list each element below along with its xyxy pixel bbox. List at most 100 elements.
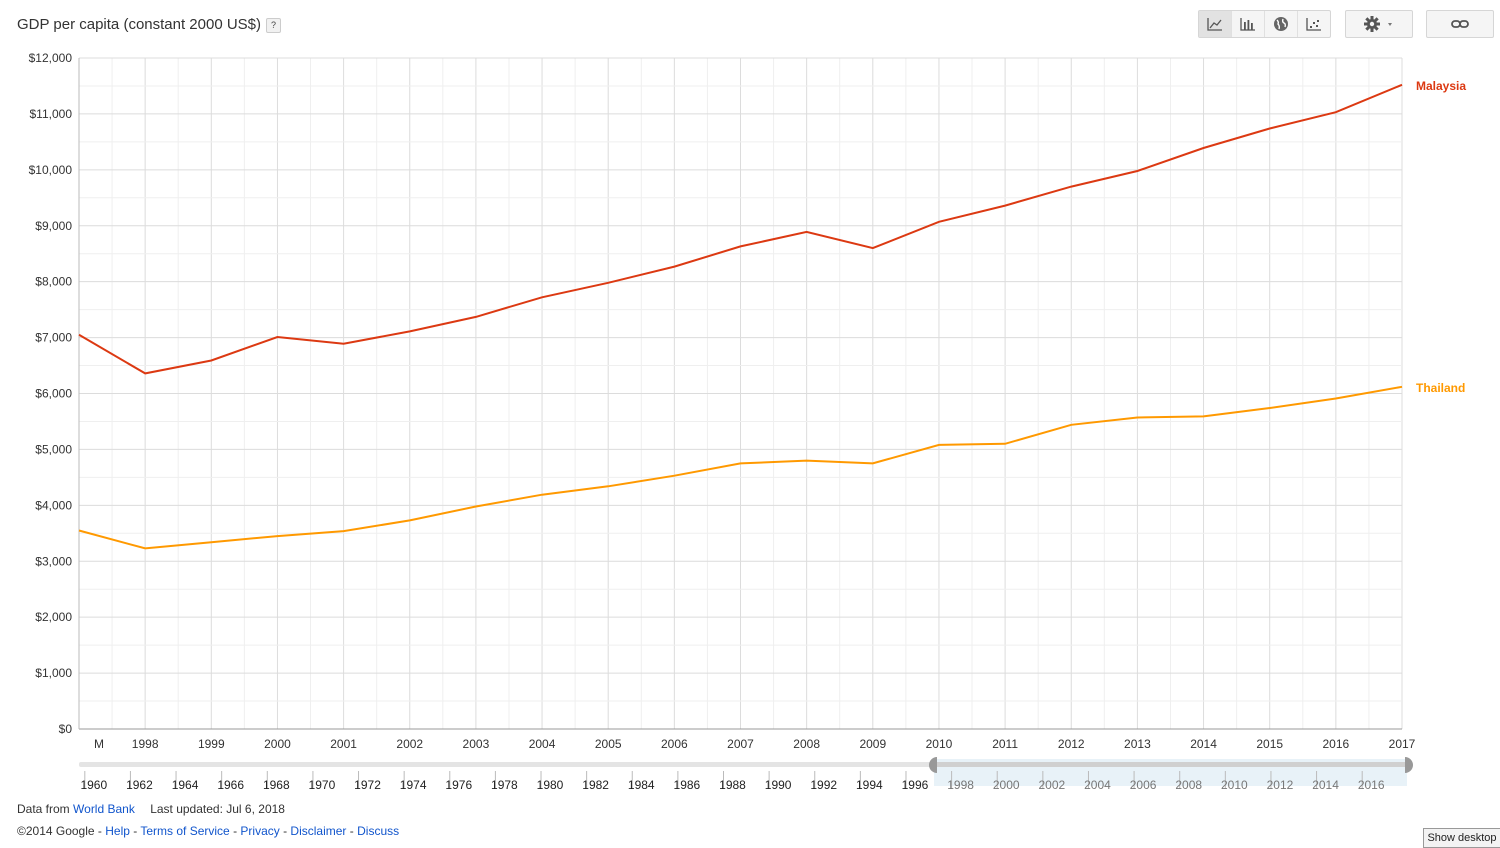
separator: - <box>129 824 141 838</box>
discuss-link[interactable]: Discuss <box>357 824 400 838</box>
y-tick-label: $2,000 <box>35 610 72 624</box>
scatter-chart-icon <box>1306 18 1321 31</box>
terms-link[interactable]: Terms of Service <box>140 824 230 838</box>
privacy-link[interactable]: Privacy <box>240 824 280 838</box>
chart-title: GDP per capita (constant 2000 US$)? <box>17 16 282 33</box>
x-tick-label: 2009 <box>859 737 886 751</box>
y-tick-label: $3,000 <box>35 554 72 568</box>
x-tick-label: 2016 <box>1322 737 1349 751</box>
timeline-year-label: 1974 <box>400 778 427 792</box>
legend-label-malaysia[interactable]: Malaysia <box>1416 79 1466 93</box>
timeline-year-label: 1988 <box>719 778 746 792</box>
separator: - <box>229 824 241 838</box>
x-tick-label: 2017 <box>1389 737 1416 751</box>
x-tick-label: 2015 <box>1256 737 1283 751</box>
timeline-year-label: 1976 <box>445 778 472 792</box>
x-tick-label: 2002 <box>396 737 423 751</box>
bar-chart-icon <box>1240 18 1255 31</box>
show-desktop-button[interactable]: Show desktop <box>1423 828 1500 848</box>
x-tick-label: 2012 <box>1058 737 1085 751</box>
chart-title-text: GDP per capita (constant 2000 US$) <box>17 16 262 33</box>
y-tick-label: $11,000 <box>30 107 73 121</box>
separator: - <box>279 824 291 838</box>
timeline-track <box>79 762 934 767</box>
y-tick-label: $8,000 <box>35 275 72 289</box>
timeline-year-label: 2004 <box>1084 778 1111 792</box>
disclaimer-link[interactable]: Disclaimer <box>290 824 347 838</box>
timeline-year-label: 1982 <box>582 778 609 792</box>
timeline-year-label: 2008 <box>1175 778 1202 792</box>
map-button[interactable] <box>1265 11 1298 37</box>
x-tick-label: 2007 <box>727 737 754 751</box>
chevron-down-icon <box>1388 23 1392 26</box>
help-link[interactable]: Help <box>105 824 130 838</box>
y-tick-label: $7,000 <box>35 331 72 345</box>
link-icon <box>1451 20 1469 28</box>
map-icon <box>1274 17 1288 31</box>
y-tick-label: $10,000 <box>29 163 73 177</box>
timeline-year-label: 1992 <box>810 778 837 792</box>
timeline-year-label: 1990 <box>765 778 792 792</box>
timeline-year-label: 1996 <box>902 778 929 792</box>
bar-chart-button[interactable] <box>1232 11 1265 37</box>
x-tick-label: 2001 <box>330 737 357 751</box>
world-bank-link[interactable]: World Bank <box>73 802 135 816</box>
x-tick-label: 2003 <box>463 737 490 751</box>
timeline-year-label: 1966 <box>217 778 244 792</box>
legend-label-thailand[interactable]: Thailand <box>1416 381 1465 395</box>
timeline-year-label: 1986 <box>674 778 701 792</box>
timeline-selected-track <box>934 762 1407 767</box>
x-tick-label: 2005 <box>595 737 622 751</box>
help-icon[interactable]: ? <box>266 17 282 33</box>
series-line-thailand[interactable] <box>78 385 1403 550</box>
x-tick-label: 2006 <box>661 737 688 751</box>
x-tick-label: 2011 <box>992 737 1018 751</box>
x-tick-label: 2008 <box>793 737 820 751</box>
timeline-year-label: 1998 <box>947 778 974 792</box>
data-from-label: Data from <box>17 802 70 816</box>
y-tick-label: $6,000 <box>35 387 72 401</box>
line-chart-button[interactable] <box>1199 11 1232 37</box>
y-tick-label: $0 <box>59 722 73 736</box>
x-tick-label: 2013 <box>1124 737 1151 751</box>
timeline-right-handle[interactable] <box>1405 757 1413 773</box>
x-tick-label: 2000 <box>264 737 291 751</box>
settings-menu <box>1345 10 1413 38</box>
y-tick-label: $5,000 <box>35 442 72 456</box>
timeline-year-label: 2016 <box>1358 778 1385 792</box>
scatter-chart-button[interactable] <box>1298 11 1330 37</box>
timeline-year-label: 2010 <box>1221 778 1248 792</box>
y-tick-label: $12,000 <box>29 51 73 65</box>
x-tick-label: M <box>94 737 104 751</box>
timeline-year-label: 1984 <box>628 778 655 792</box>
copyright: ©2014 Google - <box>17 824 106 838</box>
timeline-year-label: 1972 <box>354 778 381 792</box>
last-updated: Last updated: Jul 6, 2018 <box>150 802 285 816</box>
x-tick-label: 2004 <box>529 737 556 751</box>
timeline-left-handle[interactable] <box>929 757 937 773</box>
timeline-year-label: 1964 <box>172 778 199 792</box>
y-tick-label: $9,000 <box>35 219 72 233</box>
footer-links: ©2014 Google - Help - Terms of Service -… <box>17 824 399 838</box>
timeline-year-label: 1968 <box>263 778 290 792</box>
timeline-year-label: 1980 <box>537 778 564 792</box>
link-menu <box>1426 10 1494 38</box>
line-chart: $0 $1,000 $2,000 $3,000 $4,000 $5,000 $6,000 $7… <box>29 51 1467 792</box>
y-tick-label: $1,000 <box>35 666 72 680</box>
x-tick-label: 1999 <box>198 737 225 751</box>
series-line-malaysia[interactable] <box>78 83 1403 375</box>
timeline-year-label: 2002 <box>1038 778 1065 792</box>
x-tick-label: 1998 <box>132 737 159 751</box>
x-tick-label: 2010 <box>926 737 953 751</box>
data-source: Data from World Bank Last updated: Jul 6… <box>17 802 285 816</box>
chart-type-switcher <box>1198 10 1331 38</box>
settings-button[interactable] <box>1346 11 1412 37</box>
line-chart-icon <box>1207 18 1222 31</box>
timeline-year-label: 2012 <box>1267 778 1294 792</box>
y-tick-label: $4,000 <box>35 498 72 512</box>
timeline-year-label: 1962 <box>126 778 153 792</box>
timeline-year-label: 1994 <box>856 778 883 792</box>
separator: - <box>346 824 358 838</box>
link-button[interactable] <box>1427 11 1493 37</box>
timeline-year-label: 1960 <box>80 778 107 792</box>
